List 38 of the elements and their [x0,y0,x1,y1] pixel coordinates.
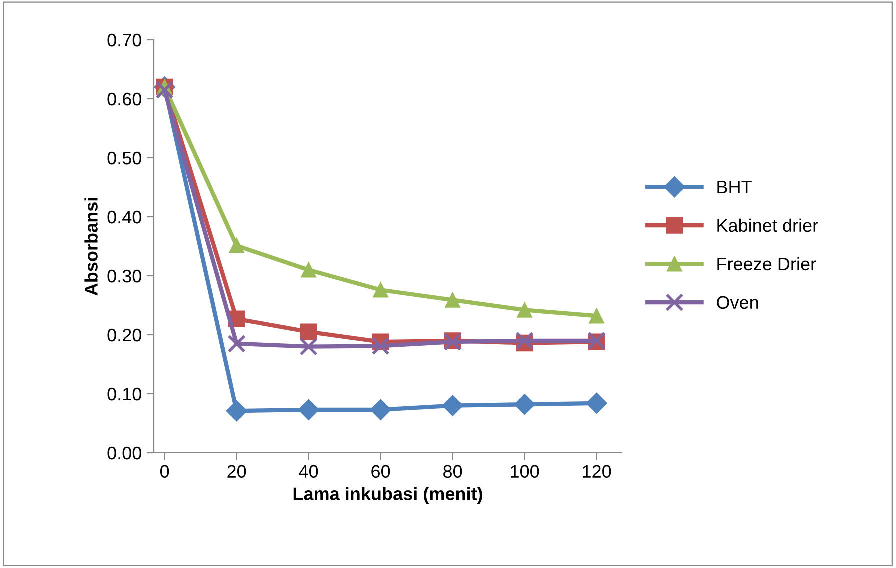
y-tick-label: 0.60 [108,92,142,106]
x-axis-title: Lama inkubasi (menit) [294,487,482,504]
point [516,332,534,350]
y-tick-label: 0.30 [108,270,142,283]
point [586,392,608,414]
point [370,399,392,420]
point [445,292,460,308]
y-axis-title: Absorbansi [84,198,98,296]
x-tick-label: 40 [299,465,318,478]
y-tick-label: 0.70 [108,34,142,47]
point [301,262,316,278]
legend-label: Freeze Drier [718,257,816,271]
point [228,334,246,353]
point [517,302,532,318]
legend-label: BHT [718,181,752,194]
point [300,338,318,356]
point [298,399,320,420]
y-tick-label: 0.10 [108,388,142,401]
x-tick-label: 120 [583,465,612,478]
y-tick-label: 0.00 [108,446,142,460]
point [514,394,536,416]
legend-label: Oven [717,296,758,310]
point [372,337,390,356]
point [442,395,464,416]
point [373,282,388,298]
legend-label: Kabinet drier [718,218,818,232]
x-tick-label: 80 [444,465,462,478]
point [229,238,244,254]
x-tick-label: 60 [372,465,390,478]
x-tick-label: 100 [511,465,540,478]
y-tick-label: 0.40 [108,210,142,224]
point [589,308,604,324]
point [300,324,318,340]
y-tick-label: 0.50 [108,152,142,165]
x-tick-label: 20 [228,465,246,478]
y-tick-label: 0.20 [108,328,142,342]
x-tick-label: 0 [160,465,170,478]
point [226,400,248,422]
